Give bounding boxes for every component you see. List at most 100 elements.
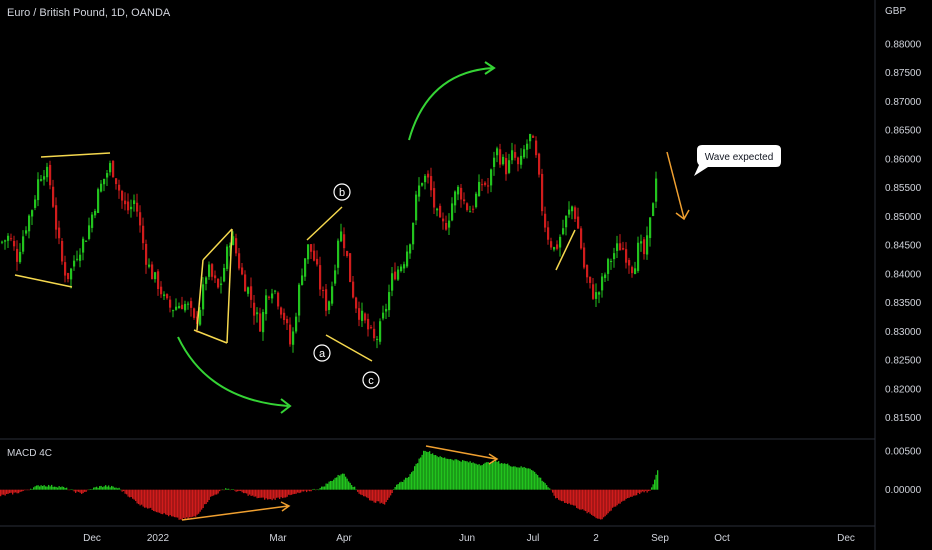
macd-bar xyxy=(133,489,135,500)
macd-bar xyxy=(256,489,258,499)
macd-bar xyxy=(411,472,413,490)
macd-bar xyxy=(52,486,54,490)
candle xyxy=(340,223,343,243)
candle xyxy=(1,240,4,245)
pattern-line-top-1 xyxy=(40,152,111,158)
candle xyxy=(25,226,28,236)
macd-bar xyxy=(285,489,287,498)
macd-bar xyxy=(507,463,509,490)
macd-bar xyxy=(172,489,174,517)
macd-bar xyxy=(250,489,252,496)
candle xyxy=(481,178,484,191)
candle xyxy=(400,264,403,273)
candle xyxy=(550,237,553,250)
candle xyxy=(265,289,268,321)
macd-bar xyxy=(252,489,254,496)
curved-arrow-top xyxy=(408,67,494,141)
macd-bar xyxy=(546,485,548,490)
macd-bar xyxy=(349,482,351,490)
macd-bar xyxy=(51,484,53,490)
macd-tick-label: 0.00000 xyxy=(885,485,922,496)
macd-bar xyxy=(366,489,368,498)
candle xyxy=(616,235,619,258)
macd-bar xyxy=(240,489,242,491)
candle xyxy=(562,219,565,236)
macd-bar xyxy=(423,450,425,490)
macd-bar xyxy=(135,489,137,502)
macd-bar xyxy=(468,462,470,490)
macd-bar xyxy=(141,489,143,505)
candle xyxy=(490,168,493,193)
candle xyxy=(367,313,370,337)
macd-bar xyxy=(559,489,561,501)
macd-bar xyxy=(652,484,654,490)
candle xyxy=(574,205,577,222)
macd-bar xyxy=(174,489,176,518)
macd-bar xyxy=(7,489,9,494)
macd-bar xyxy=(351,485,353,490)
candle xyxy=(280,306,283,319)
macd-bar xyxy=(358,489,360,494)
candle xyxy=(85,240,88,242)
candle xyxy=(601,272,604,298)
macd-bar xyxy=(439,456,441,490)
macd-bar xyxy=(48,484,50,490)
macd-bar xyxy=(232,489,234,490)
macd-bar xyxy=(241,489,243,493)
macd-bar xyxy=(169,489,171,516)
macd-bar xyxy=(582,489,584,510)
wave-expected-callout[interactable]: Wave expected xyxy=(694,145,781,176)
macd-bar xyxy=(595,489,597,519)
macd-title[interactable]: MACD 4C xyxy=(7,448,52,459)
macd-bar xyxy=(405,477,407,490)
price-axis-ticks[interactable]: 0.88000 0.87500 0.87000 0.86500 0.86000 0.855… xyxy=(885,39,922,424)
macd-bar xyxy=(387,489,389,500)
candle xyxy=(97,187,100,214)
macd-bar xyxy=(3,489,5,495)
macd-bar xyxy=(331,480,333,490)
macd-bar xyxy=(306,489,308,493)
candle xyxy=(577,207,580,229)
candle xyxy=(208,261,211,280)
candle xyxy=(370,325,373,330)
candle xyxy=(292,327,295,353)
macd-bar xyxy=(510,466,512,490)
candle xyxy=(445,215,448,231)
macd-bar xyxy=(97,487,99,490)
candle xyxy=(301,268,304,286)
candle xyxy=(19,243,22,264)
macd-bar xyxy=(105,485,107,490)
macd-bar xyxy=(460,461,462,490)
macd-bar xyxy=(637,489,639,493)
macd-bar xyxy=(210,489,212,497)
macd-bar xyxy=(492,460,494,490)
macd-bar xyxy=(420,457,422,490)
candle xyxy=(322,286,325,299)
symbol-title[interactable]: Euro / British Pound, 1D, OANDA xyxy=(7,7,171,19)
macd-bar xyxy=(333,479,335,490)
candle xyxy=(298,282,301,323)
macd-bar xyxy=(30,488,32,490)
candle xyxy=(100,180,103,193)
macd-bar xyxy=(60,487,62,490)
candle xyxy=(64,255,67,283)
curved-arrow-bottom xyxy=(177,336,289,407)
macd-bar xyxy=(258,489,260,498)
macd-bar xyxy=(390,489,392,496)
candle xyxy=(193,307,196,320)
macd-bar xyxy=(324,486,326,490)
macd-bar xyxy=(15,489,17,493)
macd-bar xyxy=(565,489,567,503)
candle xyxy=(130,199,133,218)
macd-bar xyxy=(211,489,213,497)
candle xyxy=(364,312,367,324)
macd-bar xyxy=(325,483,327,490)
macd-bar xyxy=(120,489,122,491)
candle xyxy=(256,307,259,323)
macd-bar xyxy=(544,483,546,490)
time-axis-ticks[interactable]: Dec 2022 Mar Apr Jun Jul 2 Sep Oct Dec xyxy=(83,533,855,544)
macd-bar xyxy=(108,485,110,490)
macd-bar xyxy=(597,489,599,519)
macd-bar xyxy=(487,462,489,490)
price-tick-label: 0.85000 xyxy=(885,212,922,223)
